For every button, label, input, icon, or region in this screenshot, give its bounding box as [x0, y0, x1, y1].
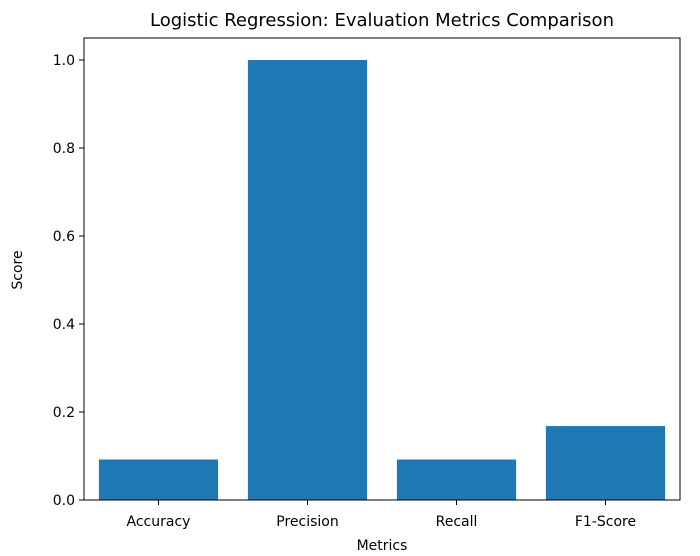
x-axis-label: Metrics	[357, 538, 408, 554]
axes-frame	[83, 37, 681, 501]
bar-recall	[396, 459, 517, 500]
bar-f1-score	[545, 426, 666, 500]
chart-title: Logistic Regression: Evaluation Metrics …	[150, 10, 614, 31]
x-tick-label: Precision	[276, 514, 338, 530]
y-tick-label: 0.8	[53, 141, 75, 157]
plot-area: Accuracy Precision Recall F1-Score 0.0 0.2 0.4…	[53, 37, 681, 530]
x-tick-label: F1-Score	[575, 514, 636, 530]
bar-precision	[247, 60, 368, 500]
y-tick-label: 1.0	[53, 53, 75, 69]
y-tick-label: 0.6	[53, 229, 75, 245]
y-tick-label: 0.2	[53, 405, 75, 421]
y-tick-label: 0.0	[53, 493, 75, 509]
y-axis-label: Score	[10, 250, 26, 289]
x-tick-label: Accuracy	[127, 514, 191, 530]
bar-accuracy	[98, 459, 219, 500]
x-tick-label: Recall	[436, 514, 478, 530]
y-tick-label: 0.4	[53, 317, 75, 333]
